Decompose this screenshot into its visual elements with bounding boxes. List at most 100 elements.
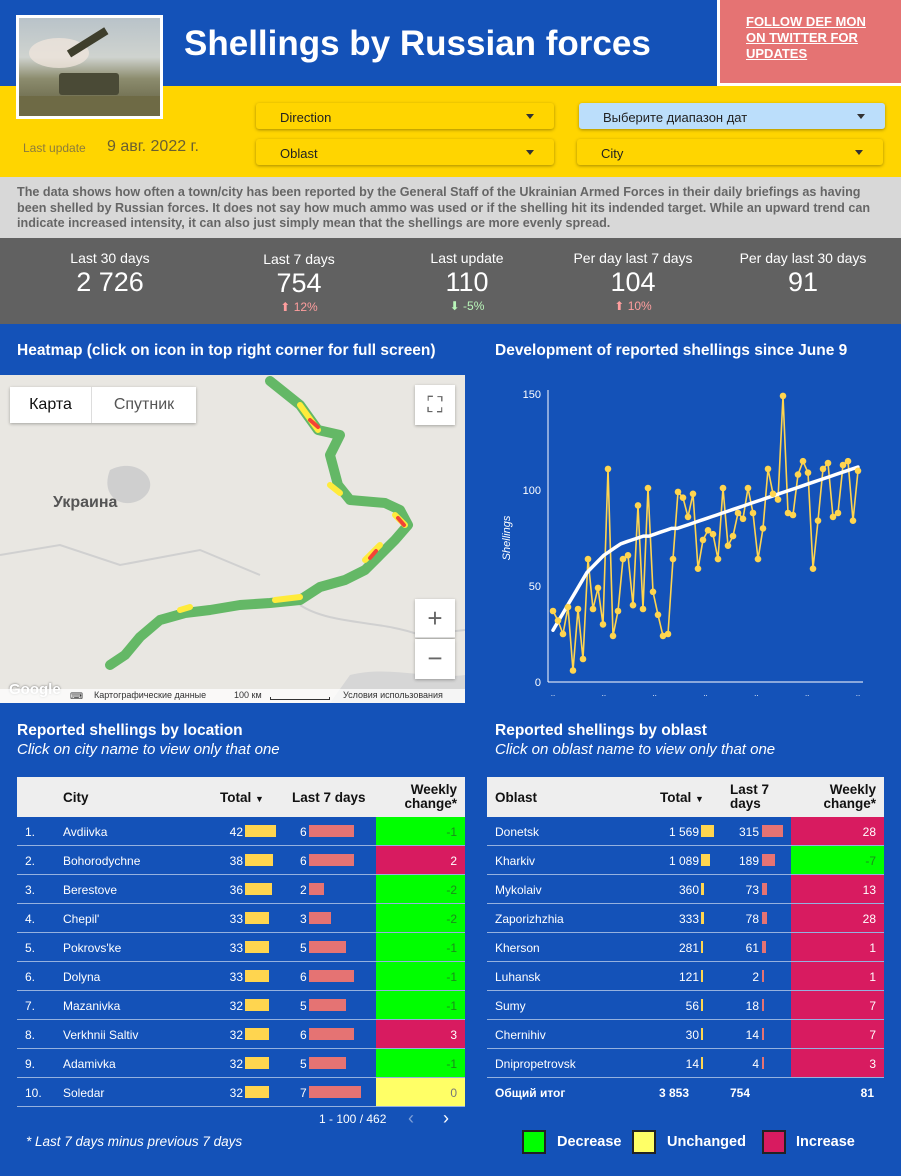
data-point[interactable]: [824, 459, 832, 467]
data-point[interactable]: [669, 555, 677, 563]
tab-satellite[interactable]: Спутник: [113, 396, 175, 413]
row-oblast[interactable]: Luhansk: [495, 970, 541, 984]
data-point[interactable]: [709, 530, 717, 538]
data-point[interactable]: [599, 621, 607, 628]
row-city[interactable]: Bohorodychne: [63, 854, 141, 868]
data-point[interactable]: [654, 611, 662, 619]
data-point[interactable]: [744, 484, 752, 492]
col-last7[interactable]: Last 7 days: [730, 782, 770, 811]
table-row[interactable]: Dnipropetrovsk 14 4 3: [487, 1049, 884, 1078]
data-point[interactable]: [569, 667, 577, 674]
data-point[interactable]: [584, 555, 592, 563]
map-data-link[interactable]: Картографические данные: [94, 690, 207, 700]
data-point[interactable]: [804, 469, 812, 476]
row-oblast[interactable]: Kherson: [495, 941, 540, 955]
chevron-right-icon[interactable]: ›: [443, 1108, 449, 1128]
col-total[interactable]: Total ▼: [220, 790, 264, 805]
data-point[interactable]: [839, 461, 847, 469]
data-point[interactable]: [649, 588, 657, 596]
data-point[interactable]: [759, 525, 767, 532]
data-point[interactable]: [714, 555, 722, 563]
city-dropdown[interactable]: City: [577, 139, 883, 165]
data-point[interactable]: [679, 494, 687, 501]
row-oblast[interactable]: Chernihiv: [495, 1028, 546, 1042]
data-point[interactable]: [589, 605, 597, 613]
table-row[interactable]: 2. Bohorodychne 38 6 2: [17, 846, 465, 875]
row-city[interactable]: Verkhnii Saltiv: [63, 1028, 139, 1042]
twitter-link[interactable]: FOLLOW DEF MON ON TWITTER FOR UPDATES: [746, 14, 866, 61]
date-range-dropdown[interactable]: Выберите диапазон дат: [579, 103, 885, 129]
table-row[interactable]: Mykolaiv 360 73 13: [487, 875, 884, 904]
data-point[interactable]: [834, 509, 842, 517]
table-row[interactable]: 8. Verkhnii Saltiv 32 6 3: [17, 1020, 465, 1049]
data-point[interactable]: [789, 511, 797, 519]
data-point[interactable]: [734, 509, 742, 517]
data-point[interactable]: [704, 527, 712, 534]
data-point[interactable]: [689, 490, 697, 498]
data-point[interactable]: [764, 465, 772, 473]
col-oblast[interactable]: Oblast: [495, 790, 538, 805]
data-point[interactable]: [624, 552, 632, 559]
data-point[interactable]: [774, 496, 782, 503]
row-city[interactable]: Berestove: [63, 883, 118, 897]
table-row[interactable]: 4. Chepil' 33 3 -2: [17, 904, 465, 933]
row-city[interactable]: Avdiivka: [63, 825, 108, 839]
table-row[interactable]: 9. Adamivka 32 5 -1: [17, 1049, 465, 1078]
data-point[interactable]: [609, 632, 617, 640]
chevron-left-icon[interactable]: ‹: [408, 1108, 414, 1128]
data-point[interactable]: [684, 513, 692, 521]
data-point[interactable]: [694, 565, 702, 572]
data-point[interactable]: [779, 392, 787, 400]
col-weekly-change[interactable]: Weekly change*: [404, 782, 457, 811]
table-row[interactable]: Zaporizhzhia 333 78 28: [487, 904, 884, 933]
row-city[interactable]: Dolyna: [63, 970, 101, 984]
terms-link[interactable]: Условия использования: [343, 690, 443, 700]
data-point[interactable]: [554, 617, 562, 624]
row-city[interactable]: Soledar: [63, 1086, 105, 1100]
row-city[interactable]: Adamivka: [63, 1057, 116, 1071]
row-oblast[interactable]: Kharkiv: [495, 854, 536, 868]
data-point[interactable]: [699, 536, 707, 544]
data-point[interactable]: [604, 465, 612, 473]
table-row[interactable]: 1. Avdiivka 42 6 -1: [17, 817, 465, 846]
table-row[interactable]: Sumy 56 18 7: [487, 991, 884, 1020]
table-row[interactable]: Luhansk 121 2 1: [487, 962, 884, 991]
data-point[interactable]: [854, 467, 862, 475]
data-point[interactable]: [739, 515, 747, 523]
data-point[interactable]: [614, 607, 622, 615]
row-oblast[interactable]: Mykolaiv: [495, 883, 542, 897]
row-oblast[interactable]: Zaporizhzhia: [495, 912, 564, 926]
row-city[interactable]: Pokrovs'ke: [63, 941, 122, 955]
data-point[interactable]: [579, 655, 587, 663]
data-point[interactable]: [644, 484, 652, 492]
data-point[interactable]: [844, 457, 852, 465]
heatmap-map[interactable]: Карта Спутник Украина Google ⌨ Картограф…: [0, 375, 465, 703]
data-point[interactable]: [819, 465, 827, 473]
data-point[interactable]: [784, 509, 792, 517]
data-point[interactable]: [809, 565, 817, 572]
direction-dropdown[interactable]: Direction: [256, 103, 554, 129]
data-point[interactable]: [674, 488, 682, 496]
table-row[interactable]: Donetsk 1 569 315 28: [487, 817, 884, 846]
data-point[interactable]: [769, 490, 777, 498]
data-point[interactable]: [639, 605, 647, 613]
data-point[interactable]: [794, 471, 802, 478]
map-scale[interactable]: 100 км: [234, 690, 262, 700]
data-point[interactable]: [814, 517, 822, 524]
table-row[interactable]: 7. Mazanivka 32 5 -1: [17, 991, 465, 1020]
data-point[interactable]: [849, 517, 857, 524]
data-point[interactable]: [749, 509, 757, 517]
data-point[interactable]: [619, 555, 627, 563]
data-point[interactable]: [754, 555, 762, 563]
zoom-in-button[interactable]: +: [415, 599, 455, 638]
row-oblast[interactable]: Dnipropetrovsk: [495, 1057, 576, 1071]
data-point[interactable]: [799, 457, 807, 465]
table-row[interactable]: Chernihiv 30 14 7: [487, 1020, 884, 1049]
keyboard-icon[interactable]: ⌨: [70, 691, 83, 701]
table-row[interactable]: Kherson 281 61 1: [487, 933, 884, 962]
data-point[interactable]: [724, 542, 732, 549]
data-point[interactable]: [549, 607, 557, 615]
col-city[interactable]: City: [63, 790, 89, 805]
data-point[interactable]: [659, 632, 667, 640]
data-point[interactable]: [829, 513, 837, 521]
